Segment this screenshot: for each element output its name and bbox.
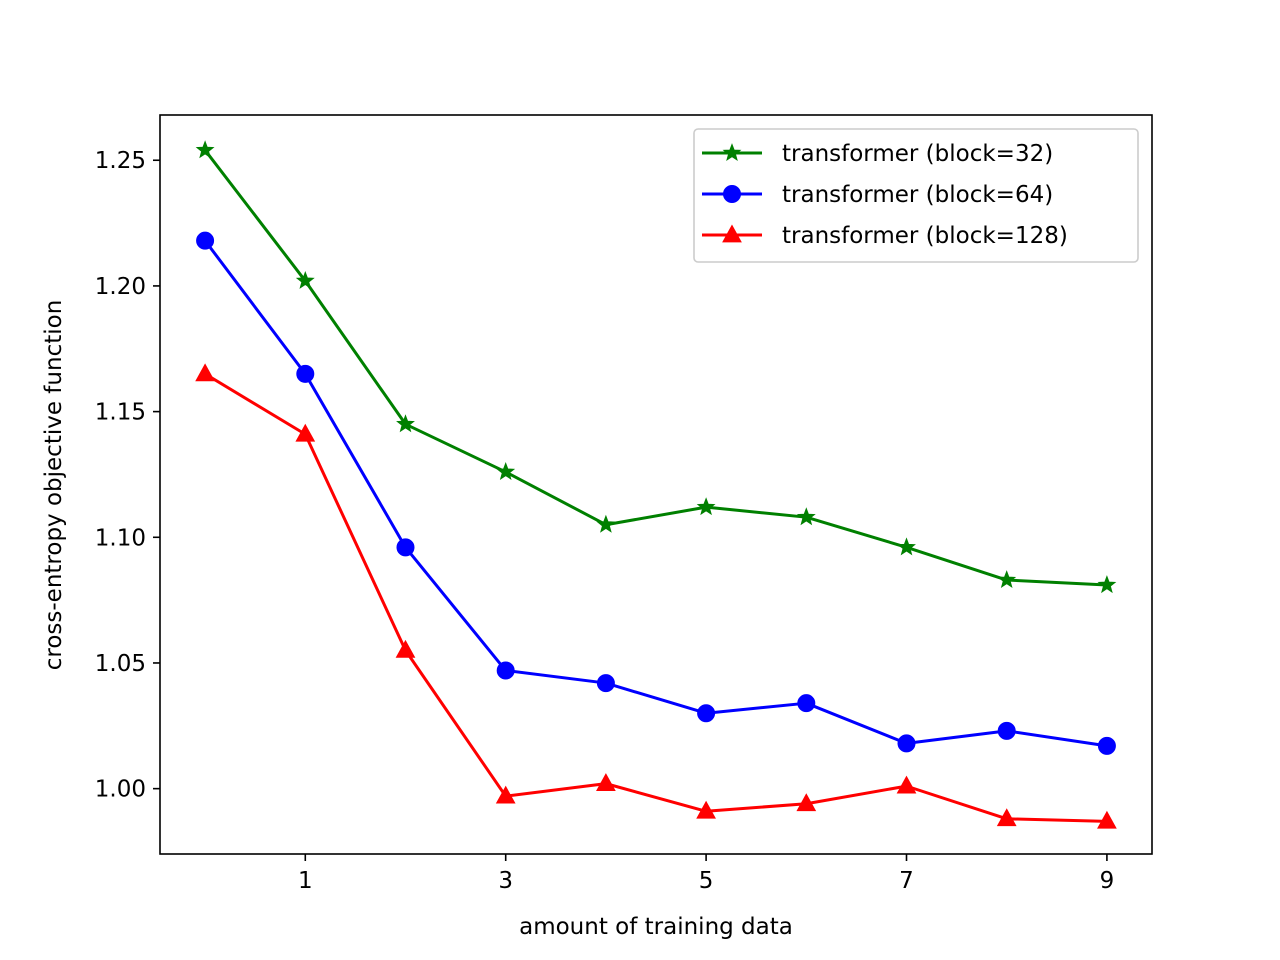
- data-point: [196, 231, 215, 250]
- x-axis-title: amount of training data: [519, 914, 793, 940]
- y-tick-label: 1.20: [95, 274, 146, 300]
- data-point: [195, 140, 215, 159]
- data-point: [195, 363, 215, 382]
- data-point: [697, 704, 716, 723]
- data-point: [997, 570, 1017, 589]
- data-point: [395, 639, 416, 658]
- series-line: [203, 239, 1108, 748]
- data-point: [1097, 810, 1117, 829]
- data-point: [997, 721, 1016, 740]
- x-tick-label: 1: [298, 868, 313, 894]
- legend-entry-1: transformer (block=32): [702, 141, 1053, 167]
- legend-entry-2: transformer (block=64): [702, 182, 1053, 208]
- data-point: [897, 537, 916, 556]
- data-point: [495, 785, 516, 804]
- data-point: [996, 808, 1017, 827]
- series-line: [204, 372, 1107, 823]
- data-point: [796, 507, 816, 526]
- legend-marker: [722, 224, 742, 243]
- y-tick-label: 1.15: [95, 400, 146, 426]
- series-line: [203, 149, 1107, 587]
- legend-entries: transformer (block=32) transformer (block…: [702, 141, 1068, 249]
- data-point: [1097, 575, 1117, 594]
- legend-marker: [722, 143, 742, 162]
- legend-marker: [723, 185, 741, 203]
- data-point: [295, 423, 316, 442]
- data-point: [396, 414, 415, 433]
- data-point: [596, 514, 616, 533]
- y-tick-label: 1.00: [95, 777, 146, 803]
- data-point: [696, 800, 716, 819]
- y-tick-label: 1.05: [95, 651, 146, 677]
- legend-label: transformer (block=128): [782, 223, 1068, 249]
- legend-label: transformer (block=32): [782, 141, 1053, 167]
- legend: transformer (block=32) transformer (block…: [693, 128, 1139, 263]
- series-2: [196, 231, 1116, 755]
- plot-frame: [159, 114, 1153, 855]
- series-1: [195, 140, 1117, 594]
- data-point: [496, 462, 516, 480]
- y-tick-label: 1.10: [95, 525, 146, 551]
- y-axis-title: cross-entropy objective function: [41, 300, 67, 671]
- legend-label: transformer (block=64): [782, 182, 1053, 208]
- data-point: [797, 694, 816, 713]
- data-point: [896, 775, 917, 794]
- data-point: [596, 773, 616, 791]
- x-tick-label: 3: [498, 868, 513, 894]
- y-tick-label: 1.25: [95, 148, 146, 174]
- data-point: [1097, 736, 1116, 755]
- series-3: [195, 363, 1117, 829]
- x-tick-label: 5: [699, 868, 714, 894]
- data-point: [295, 270, 315, 289]
- series-layer: [195, 140, 1117, 829]
- data-point: [796, 793, 817, 812]
- data-point: [897, 734, 916, 753]
- legend-entry-3: transformer (block=128): [702, 223, 1068, 249]
- data-point: [496, 661, 515, 680]
- data-point: [596, 674, 615, 693]
- data-point: [396, 538, 415, 557]
- x-tick-label: 9: [1100, 868, 1115, 894]
- legend-frame: [693, 128, 1139, 263]
- tick-layer: 1 3 5 7 9 1.00 1.05 1.10 1.15 1.20 1.25: [95, 148, 1114, 894]
- data-point: [696, 497, 716, 516]
- data-point: [296, 364, 315, 383]
- x-tick-label: 7: [899, 868, 914, 894]
